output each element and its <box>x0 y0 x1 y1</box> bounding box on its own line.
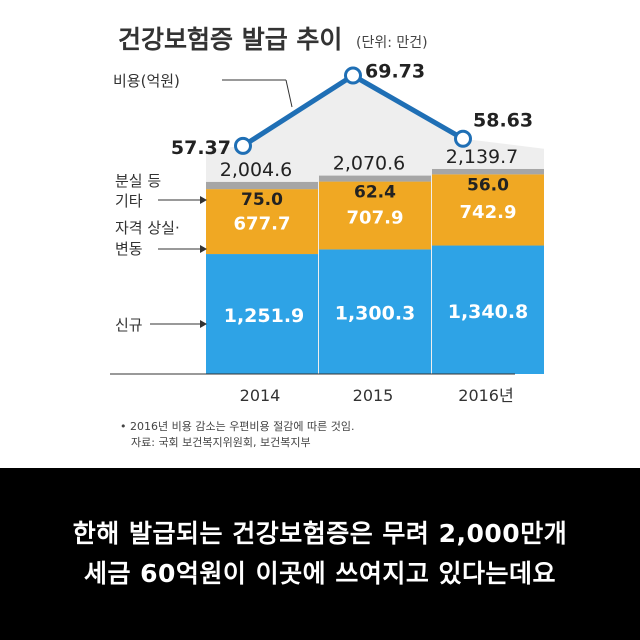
caption-line-2: 세금 60억원이 이곳에 쓰여지고 있다는데요 <box>83 559 557 588</box>
bar-label-new-0: 1,251.9 <box>224 305 305 327</box>
chart-unit: (단위: 만건) <box>356 35 428 51</box>
cost-label-0: 57.37 <box>171 137 231 159</box>
total-label-2: 2,139.7 <box>446 146 519 168</box>
note-line-2: 자료: 국회 보건복지위원회, 보건복지부 <box>131 436 311 449</box>
bar-label-etc-0: 75.0 <box>241 190 283 210</box>
legend-change-arrow <box>200 245 207 253</box>
legend-etc-label-1: 분실 등 <box>115 172 161 190</box>
bar-etc-2 <box>432 168 544 175</box>
chart-svg: 건강보험증 발급 추이 (단위: 만건) 1,251.9 677.7 75.0 2,0… <box>110 25 544 449</box>
legend-new-arrow <box>200 320 207 328</box>
total-label-0: 2,004.6 <box>220 159 293 181</box>
legend-cost-pointer-diag <box>285 79 293 108</box>
caption-box: 한해 발급되는 건강보험증은 무려 2,000만개 세금 60억원이 이곳에 쓰… <box>0 468 640 640</box>
chart-panel: 건강보험증 발급 추이 (단위: 만건) 1,251.9 677.7 75.0 2,0… <box>0 0 640 468</box>
category-label-0: 2014 <box>240 386 281 405</box>
legend-etc-arrow <box>200 196 207 204</box>
bar-label-change-1: 707.9 <box>347 208 404 229</box>
category-label-1: 2015 <box>353 386 394 405</box>
bar-label-new-2: 1,340.8 <box>448 301 529 323</box>
legend-change-label-1: 자격 상실· <box>115 219 180 237</box>
legend-new-label: 신규 <box>115 316 143 334</box>
bar-label-new-1: 1,300.3 <box>335 303 416 325</box>
bar-change-1 <box>319 181 431 250</box>
cost-label-1: 69.73 <box>365 61 425 83</box>
bar-change-0 <box>206 189 318 255</box>
bar-change-2 <box>432 174 544 246</box>
bar-etc-0 <box>206 181 318 190</box>
cost-point-1 <box>344 66 362 85</box>
bar-label-etc-2: 56.0 <box>467 175 509 195</box>
cost-label-2: 58.63 <box>473 110 533 132</box>
bar-etc-1 <box>319 175 431 182</box>
cost-point-0 <box>234 136 252 155</box>
total-label-1: 2,070.6 <box>333 153 406 175</box>
category-label-2: 2016년 <box>458 386 513 405</box>
legend-change-label-2: 변동 <box>115 240 143 258</box>
chart-title: 건강보험증 발급 추이 <box>118 25 342 54</box>
legend-etc-label-2: 기타 <box>115 192 143 210</box>
caption-line-1: 한해 발급되는 건강보험증은 무려 2,000만개 <box>72 519 568 548</box>
cost-point-2 <box>454 129 472 148</box>
bar-new-2 <box>432 245 544 374</box>
bar-new-0 <box>206 254 318 374</box>
bar-label-change-2: 742.9 <box>460 202 517 223</box>
bar-new-1 <box>319 249 431 374</box>
bar-label-change-0: 677.7 <box>234 214 291 235</box>
note-line-1: • 2016년 비용 감소는 우편비용 절감에 따른 것임. <box>120 420 355 433</box>
legend-cost-label: 비용(억원) <box>113 72 180 90</box>
bar-label-etc-1: 62.4 <box>354 183 396 203</box>
